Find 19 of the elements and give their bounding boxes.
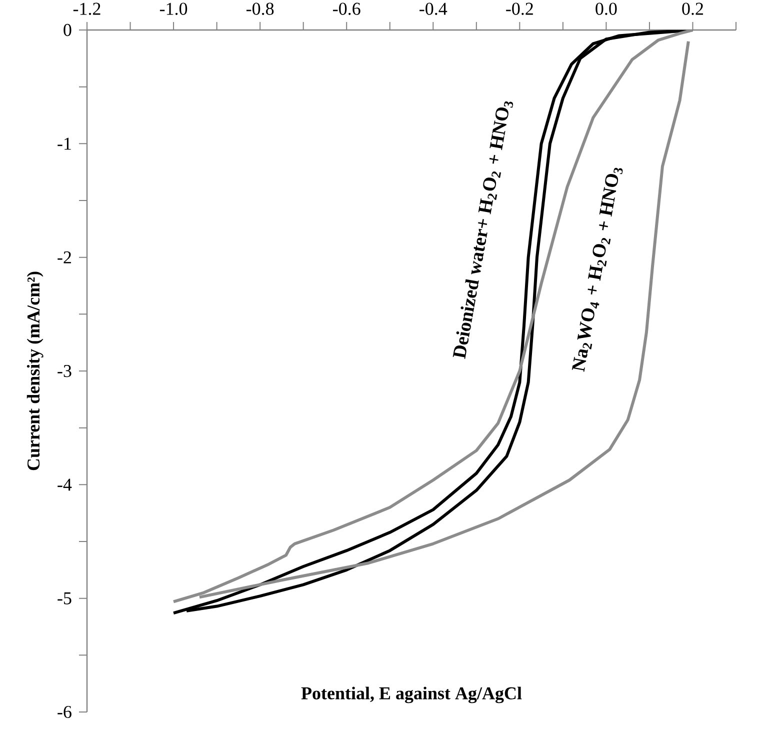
y-tick-label: -6 xyxy=(58,706,72,718)
y-axis-title: Current density (mA/cm²) xyxy=(26,272,44,470)
y-tick-label: -5 xyxy=(58,592,72,604)
y-tick-label: -2 xyxy=(58,251,71,264)
x-tick-label: -1.2 xyxy=(73,2,100,15)
x-axis-title: Potential, E against Ag/AgCl xyxy=(301,686,522,704)
x-tick-label: -0.2 xyxy=(506,2,533,15)
text: Na$_{2}$WO$_{4}$ + H$_{2}$O$_{2}$ + HNO$_{3}$ xyxy=(572,168,623,372)
x-tick-label: -1.0 xyxy=(160,2,188,15)
x-tick-label: -0.8 xyxy=(246,2,274,15)
y-tick-label: -4 xyxy=(58,478,72,491)
x-tick-label: -0.4 xyxy=(420,2,448,15)
y-tick-label: -3 xyxy=(58,364,72,378)
y-tick-label: 0 xyxy=(64,24,72,36)
y-tick-label: -1 xyxy=(58,138,71,150)
text: Deionized water+ H$_{2}$O$_{2}$ + HNO$_{3}$ xyxy=(452,101,514,359)
x-tick-label: 0.0 xyxy=(596,2,617,15)
x-tick-label: 0.2 xyxy=(682,2,703,15)
x-tick-label: -0.6 xyxy=(333,2,360,15)
